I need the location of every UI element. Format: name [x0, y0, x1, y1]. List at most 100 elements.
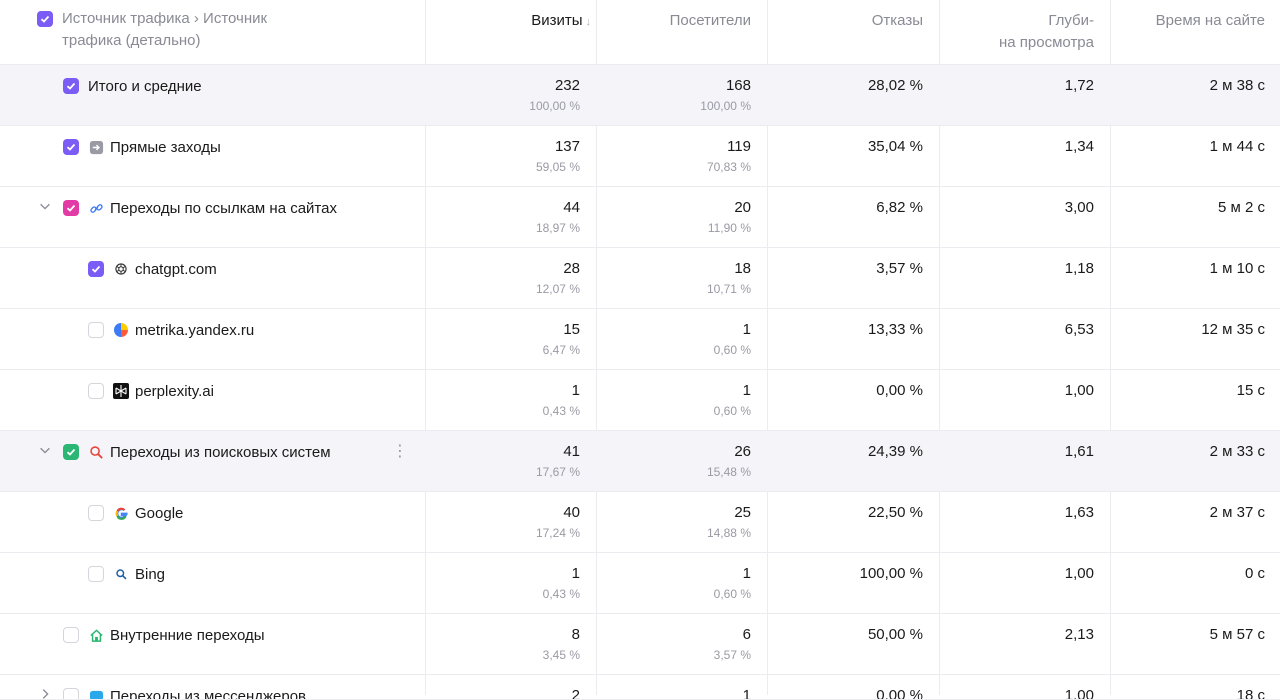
depth-column-header[interactable]: Глуби- на просмотра — [954, 10, 1094, 54]
visitors-share: 15,48 % — [611, 463, 751, 481]
google-logo-icon — [113, 505, 129, 521]
row-checkbox[interactable] — [63, 78, 79, 94]
row-checkbox[interactable] — [88, 566, 104, 582]
bounce-cell: 0,00 % — [782, 685, 923, 700]
row-label: Итого и средние — [88, 78, 202, 95]
visits-share: 59,05 % — [440, 158, 580, 176]
visitors-value: 1 — [743, 382, 751, 399]
perplexity-logo-icon — [113, 383, 129, 399]
visitors-share: 0,60 % — [611, 402, 751, 420]
time-cell: 2 м 33 с — [1125, 441, 1265, 463]
depth-cell: 1,00 — [954, 685, 1094, 700]
bounce-cell: 35,04 % — [782, 136, 923, 158]
table-row[interactable]: Переходы из мессенджеров 2 1 0,00 % 1,00… — [0, 675, 1280, 700]
visitors-value: 20 — [734, 199, 751, 216]
row-checkbox[interactable] — [88, 505, 104, 521]
visits-value: 40 — [563, 504, 580, 521]
bounce-cell: 0,00 % — [782, 380, 923, 402]
row-label-cell: Внутренние переходы — [63, 624, 265, 646]
select-all-checkbox[interactable] — [37, 11, 53, 27]
visitors-cell: 1 — [611, 685, 751, 700]
visits-value: 8 — [572, 626, 580, 643]
visits-share: 0,43 % — [440, 402, 580, 420]
visits-value: 1 — [572, 565, 580, 582]
visits-share: 3,45 % — [440, 646, 580, 664]
bounce-cell: 28,02 % — [782, 75, 923, 97]
chatgpt-logo-icon — [113, 261, 129, 277]
enter-icon — [88, 139, 104, 155]
depth-header-line1: Глуби- — [954, 10, 1094, 32]
row-checkbox[interactable] — [88, 383, 104, 399]
row-checkbox[interactable] — [63, 139, 79, 155]
depth-cell: 1,18 — [954, 258, 1094, 280]
row-label: Внутренние переходы — [110, 627, 265, 644]
visits-value: 232 — [555, 77, 580, 94]
visitors-value: 18 — [734, 260, 751, 277]
depth-cell: 6,53 — [954, 319, 1094, 341]
time-cell: 1 м 10 с — [1125, 258, 1265, 280]
depth-cell: 1,72 — [954, 75, 1094, 97]
time-cell: 15 с — [1125, 380, 1265, 402]
row-label: Прямые заходы — [110, 139, 221, 156]
visitors-value: 168 — [726, 77, 751, 94]
visitors-value: 1 — [743, 687, 751, 700]
time-cell: 18 с — [1125, 685, 1265, 700]
row-label-cell: chatgpt.com — [88, 258, 217, 280]
home-icon — [88, 627, 104, 643]
dimension-header[interactable]: Источник трафика › Источник трафика (дет… — [37, 8, 267, 52]
bounce-column-header[interactable]: Отказы — [782, 10, 923, 32]
more-vertical-icon[interactable]: ⋮ — [392, 441, 402, 463]
bounce-cell: 24,39 % — [782, 441, 923, 463]
row-label: metrika.yandex.ru — [135, 322, 254, 339]
row-label-cell: Google — [88, 502, 183, 524]
visitors-share: 0,60 % — [611, 585, 751, 603]
visits-value: 28 — [563, 260, 580, 277]
row-checkbox[interactable] — [63, 444, 79, 460]
row-label: Переходы из мессенджеров — [110, 688, 306, 700]
chevron-down-icon[interactable] — [37, 443, 53, 459]
visits-column-header[interactable]: Визиты↓ — [440, 10, 591, 33]
chevron-down-icon[interactable] — [37, 199, 53, 215]
depth-cell: 3,00 — [954, 197, 1094, 219]
time-cell: 12 м 35 с — [1125, 319, 1265, 341]
visits-share: 17,67 % — [440, 463, 580, 481]
dimension-header-line1: Источник трафика › Источник — [62, 8, 267, 30]
link-icon — [88, 200, 104, 216]
table-header: Источник трафика › Источник трафика (дет… — [0, 0, 1280, 65]
row-checkbox[interactable] — [63, 200, 79, 216]
visitors-share: 70,83 % — [611, 158, 751, 176]
row-label: Google — [135, 505, 183, 522]
row-checkbox[interactable] — [88, 261, 104, 277]
chevron-right-icon[interactable] — [37, 687, 53, 700]
row-label: perplexity.ai — [135, 383, 214, 400]
visits-share: 6,47 % — [440, 341, 580, 359]
row-checkbox[interactable] — [63, 627, 79, 643]
depth-header-line2: на просмотра — [954, 32, 1094, 54]
time-column-header[interactable]: Время на сайте — [1125, 10, 1265, 32]
row-label: Переходы по ссылкам на сайтах — [110, 200, 337, 217]
row-checkbox[interactable] — [88, 322, 104, 338]
visitors-share: 14,88 % — [611, 524, 751, 542]
visitors-column-header[interactable]: Посетители — [611, 10, 751, 32]
row-checkbox[interactable] — [63, 688, 79, 700]
visitors-cell: 1 0,60 % — [611, 380, 751, 420]
metrika-logo-icon — [113, 322, 129, 338]
